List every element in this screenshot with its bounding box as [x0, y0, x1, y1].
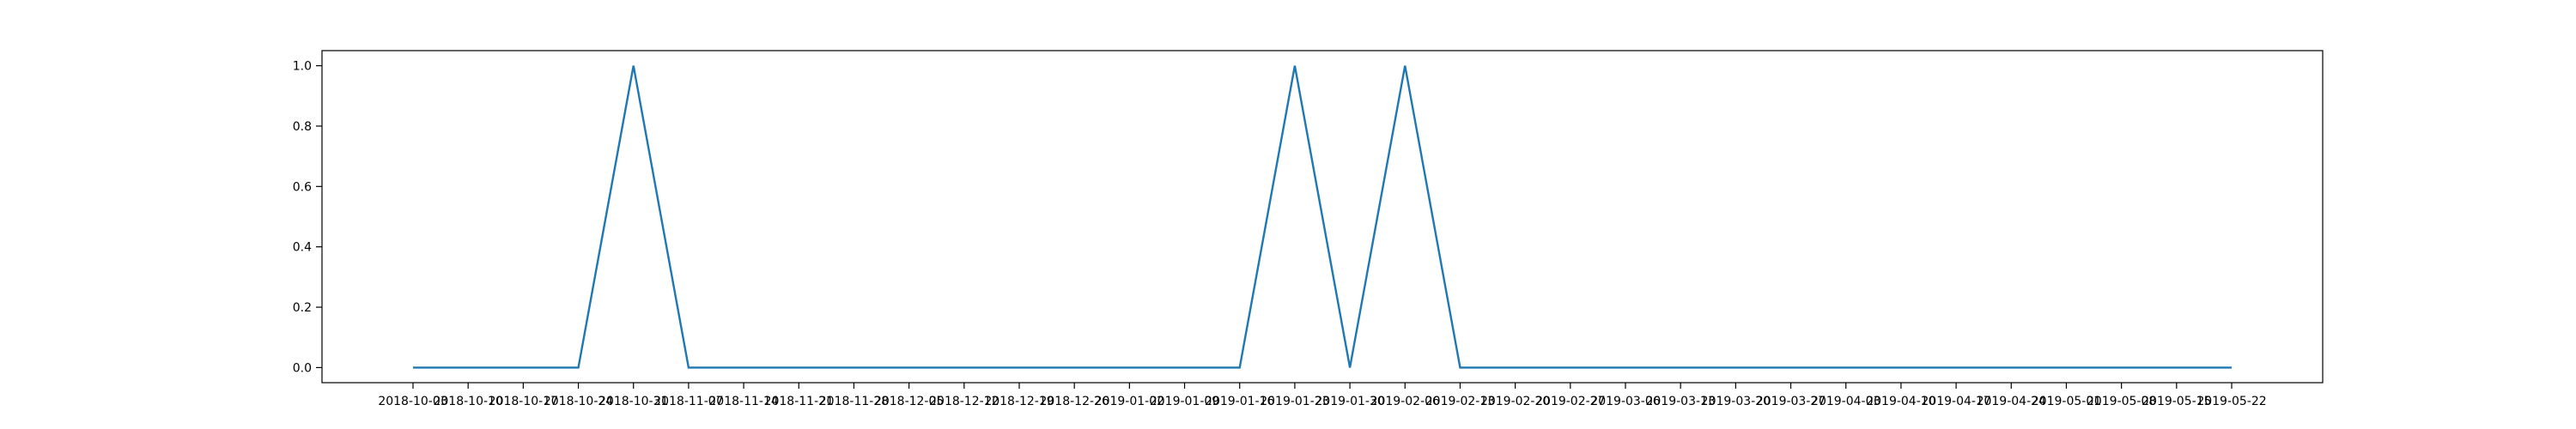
data-point: [1404, 64, 1406, 66]
x-tick-label: 2019-02-20: [1480, 395, 1550, 408]
data-point: [1128, 366, 1130, 368]
x-tick-label: 2018-11-14: [708, 395, 778, 408]
x-tick-label: 2018-12-19: [984, 395, 1054, 408]
x-tick-label: 2018-12-12: [929, 395, 999, 408]
x-tick-label: 2019-01-09: [1150, 395, 1219, 408]
data-point: [1294, 64, 1296, 66]
x-tick-label: 2018-11-07: [653, 395, 723, 408]
y-tick-label: 0.0: [293, 361, 312, 375]
data-point: [743, 366, 744, 368]
data-point: [2120, 366, 2122, 368]
y-tick-label: 0.8: [293, 120, 312, 134]
y-tick-label: 0.6: [293, 180, 312, 194]
data-point: [798, 366, 799, 368]
data-point: [633, 64, 635, 66]
series-line-0: [413, 65, 2232, 369]
x-tick-label: 2019-05-08: [2087, 395, 2156, 408]
x-tick-label: 2019-01-30: [1315, 395, 1384, 408]
data-point: [1680, 366, 1681, 368]
x-tick-label: 2019-03-20: [1701, 395, 1771, 408]
y-tick-label: 1.0: [293, 60, 312, 74]
data-point: [1018, 366, 1020, 368]
series-layer: [412, 64, 2233, 369]
x-tick-label: 2019-03-27: [1756, 395, 1826, 408]
data-point: [1845, 366, 1847, 368]
data-point: [1789, 366, 1791, 368]
x-tick-label: 2018-10-24: [544, 395, 613, 408]
data-point: [853, 366, 854, 368]
x-tick-label: 2019-05-15: [2142, 395, 2211, 408]
x-tick-label: 2019-02-06: [1370, 395, 1440, 408]
x-tick-label: 2019-03-13: [1645, 395, 1715, 408]
data-point: [2065, 366, 2067, 368]
data-point: [1239, 366, 1241, 368]
y-tick-label: 0.2: [293, 301, 312, 315]
data-point: [1349, 366, 1351, 368]
x-tick-label: 2018-10-17: [489, 395, 558, 408]
x-tick-label: 2019-02-13: [1425, 395, 1495, 408]
x-tick-label: 2019-01-02: [1095, 395, 1164, 408]
data-point: [908, 366, 909, 368]
x-tick-label: 2018-10-31: [598, 395, 668, 408]
x-tick-label: 2019-04-24: [1977, 395, 2046, 408]
data-point: [1625, 366, 1626, 368]
data-point: [1955, 366, 1957, 368]
data-point: [963, 366, 965, 368]
x-tick-label: 2018-11-21: [764, 395, 834, 408]
data-point: [1459, 366, 1461, 368]
x-axis: 2018-10-032018-10-102018-10-172018-10-24…: [378, 383, 2267, 408]
x-tick-label: 2019-05-22: [2196, 395, 2266, 408]
data-point: [522, 366, 524, 368]
x-tick-label: 2019-05-01: [2032, 395, 2101, 408]
data-point: [467, 366, 469, 368]
x-tick-label: 2019-04-03: [1811, 395, 1880, 408]
y-tick-label: 0.4: [293, 241, 312, 255]
x-tick-label: 2018-10-10: [433, 395, 502, 408]
data-point: [577, 366, 579, 368]
data-point: [1900, 366, 1902, 368]
data-point: [412, 366, 414, 368]
data-point: [688, 366, 690, 368]
data-point: [1735, 366, 1736, 368]
x-tick-label: 2018-12-05: [874, 395, 944, 408]
x-tick-label: 2018-11-28: [819, 395, 889, 408]
data-point: [2231, 366, 2233, 368]
x-tick-label: 2019-03-06: [1590, 395, 1660, 408]
plot-frame: [321, 50, 2324, 384]
data-point: [1073, 366, 1075, 368]
data-point: [2176, 366, 2178, 368]
x-tick-label: 2018-12-26: [1039, 395, 1109, 408]
data-point: [1570, 366, 1571, 368]
x-tick-label: 2019-01-16: [1205, 395, 1274, 408]
data-point: [2010, 366, 2012, 368]
x-tick-label: 2019-02-27: [1535, 395, 1605, 408]
x-tick-label: 2019-04-17: [1921, 395, 1990, 408]
x-tick-label: 2019-01-23: [1260, 395, 1329, 408]
y-axis: 0.0 0.2 0.4 0.6 0.8 1.0: [293, 60, 322, 375]
x-tick-label: 2018-10-03: [378, 395, 447, 408]
data-point: [1514, 366, 1516, 368]
x-tick-label: 2019-04-10: [1866, 395, 1935, 408]
data-point: [1183, 366, 1185, 368]
